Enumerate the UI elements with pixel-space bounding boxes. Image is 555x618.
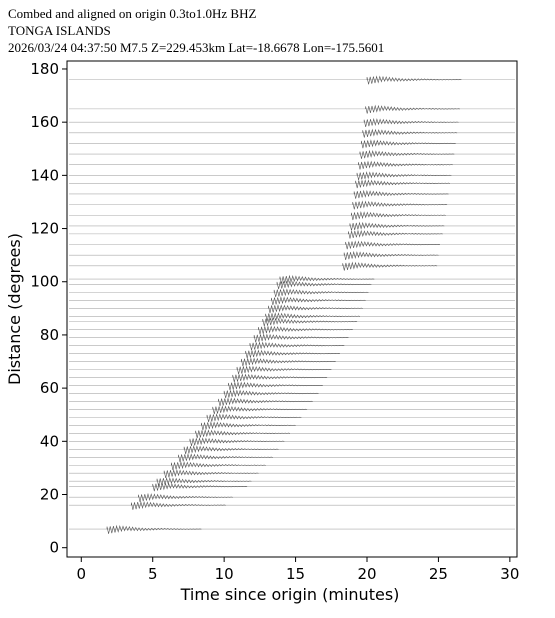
trace-arrival (345, 240, 441, 250)
trace-arrival (245, 349, 341, 359)
trace-arrival (270, 296, 366, 306)
x-tick-label: 30 (500, 565, 519, 583)
trace-arrival (223, 389, 319, 399)
x-tick-label: 15 (286, 565, 305, 583)
trace-arrival (355, 179, 451, 189)
trace-arrival (343, 250, 439, 260)
trace-arrival (350, 211, 446, 221)
trace-arrival (249, 341, 345, 351)
title-line: 2026/03/24 04:37:50 M7.5 Z=229.453km Lat… (8, 40, 384, 55)
trace-arrival (268, 304, 363, 314)
trace-arrival (240, 357, 336, 367)
y-tick-label: 20 (40, 486, 59, 504)
trace-arrival (362, 128, 458, 138)
y-tick-label: 60 (40, 379, 59, 397)
trace-arrival (206, 413, 302, 423)
x-tick-label: 0 (77, 565, 87, 583)
trace-arrival (212, 405, 308, 415)
trace-arrival (348, 229, 443, 239)
y-tick-label: 180 (30, 60, 59, 78)
trace-arrival (349, 221, 445, 231)
trace-arrival (228, 381, 323, 391)
trace-arrival (178, 453, 273, 463)
trace-arrival (359, 149, 455, 159)
y-tick-label: 140 (30, 166, 59, 184)
trace-arrival (189, 437, 285, 447)
plot-area (69, 75, 515, 534)
trace-arrival (156, 477, 252, 486)
y-tick-label: 120 (30, 220, 59, 238)
x-tick-label: 25 (429, 565, 448, 583)
trace-arrival (276, 280, 372, 290)
trace-arrival (200, 421, 296, 431)
plot-frame (66, 60, 518, 558)
trace-arrival (253, 333, 349, 343)
trace-arrival (273, 288, 369, 298)
trace-arrival (236, 365, 332, 375)
trace-arrival (265, 312, 361, 322)
trace-arrival (170, 461, 266, 471)
y-tick-label: 80 (40, 326, 59, 344)
trace-arrival (363, 117, 459, 127)
title-line: Combed and aligned on origin 0.3to1.0Hz … (8, 6, 256, 21)
y-tick-label: 40 (40, 432, 59, 450)
trace-arrival (262, 317, 358, 327)
trace-arrival (258, 325, 353, 335)
trace-arrival (353, 189, 449, 199)
trace-arrival (356, 171, 452, 181)
y-tick-label: 100 (30, 273, 59, 291)
trace-arrival (195, 429, 291, 439)
trace-arrival (366, 75, 462, 85)
trace-arrival (352, 200, 448, 210)
y-axis-label: Distance (degrees) (5, 233, 24, 385)
y-tick-label: 160 (30, 113, 59, 131)
trace-arrival (130, 500, 226, 510)
x-tick-label: 5 (148, 565, 158, 583)
trace-arrival (232, 373, 328, 383)
trace-arrival (183, 445, 279, 455)
trace-arrival (163, 469, 259, 478)
trace-arrival (218, 397, 313, 407)
title-line: TONGA ISLANDS (8, 23, 111, 38)
trace-arrival (360, 139, 456, 149)
trace-arrival (106, 524, 202, 534)
y-tick-label: 0 (49, 539, 59, 557)
trace-arrival (152, 482, 248, 492)
trace-arrival (342, 261, 438, 271)
trace-arrival (358, 160, 453, 170)
trace-arrival (365, 104, 461, 114)
x-axis-label: Time since origin (minutes) (180, 585, 400, 604)
trace-arrival (279, 274, 375, 284)
x-tick-label: 20 (357, 565, 376, 583)
x-tick-label: 10 (215, 565, 234, 583)
trace-arrival (138, 492, 233, 502)
